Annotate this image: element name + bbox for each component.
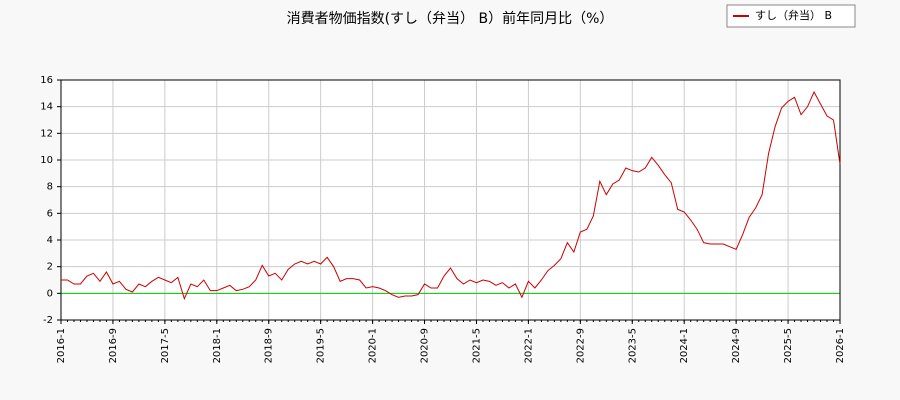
x-tick-label: 2021-5 [471, 328, 482, 363]
x-tick-label: 2017-5 [160, 328, 171, 363]
x-tick-label: 2018-1 [212, 328, 223, 363]
y-tick-label: 14 [40, 102, 53, 113]
y-tick-label: 8 [47, 182, 53, 193]
series-line [61, 90, 841, 301]
y-tick-label: 6 [47, 208, 53, 219]
x-tick-label: 2016-1 [56, 328, 67, 363]
x-tick-label: 2024-9 [731, 328, 742, 363]
x-tick-label: 2025-5 [783, 328, 794, 363]
chart-title: 消費者物価指数(すし（弁当） B）前年同月比（%） [287, 10, 614, 27]
y-tick-label: 12 [40, 128, 53, 139]
legend-label: すし（弁当） B [755, 8, 832, 22]
x-tick-label: 2022-9 [575, 328, 586, 363]
x-tick-label: 2024-1 [679, 328, 690, 363]
x-tick-label: 2026-1 [835, 328, 846, 363]
x-tick-label: 2016-9 [108, 328, 119, 363]
x-tick-label: 2022-1 [523, 328, 534, 363]
y-tick-label: 2 [47, 262, 53, 273]
x-tick-label: 2018-9 [264, 328, 275, 363]
x-tick-label: 2020-9 [420, 328, 431, 363]
y-tick-label: 0 [47, 288, 53, 299]
y-tick-label: -2 [43, 315, 53, 326]
y-tick-label: 10 [40, 155, 53, 166]
x-tick-label: 2020-1 [368, 328, 379, 363]
legend-box [726, 4, 856, 28]
axes-frame [60, 79, 841, 321]
y-tick-label: 4 [47, 235, 53, 246]
y-tick-label: 16 [40, 75, 53, 86]
x-tick-label: 2019-5 [316, 328, 327, 363]
x-tick-label: 2023-5 [627, 328, 638, 363]
plot-area [61, 80, 840, 320]
